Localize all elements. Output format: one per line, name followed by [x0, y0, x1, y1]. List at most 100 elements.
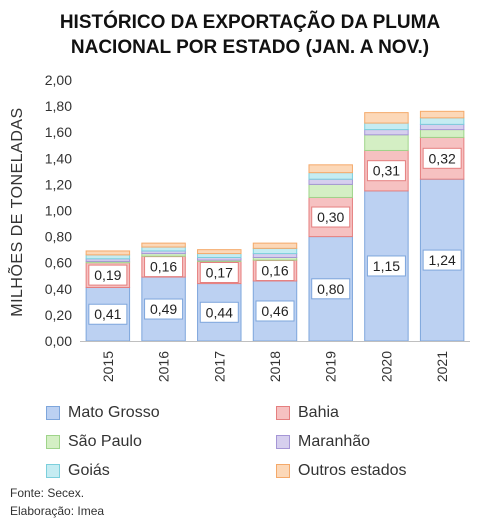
data-label-box [144, 298, 184, 320]
bar-segment [419, 117, 465, 125]
legend-label: Maranhão [298, 432, 371, 450]
bar-segment [308, 164, 353, 174]
bar-stack-2020: 1,15 0,31 [364, 112, 409, 342]
legend-item: São Paulo [46, 429, 276, 454]
data-label-box [88, 264, 128, 286]
legend-item: Goiás [46, 458, 276, 483]
bars: 0,41 0,19 0,49 0,16 0,44 0,17 0,46 0,16 0,80 0,30… [85, 110, 465, 342]
legend-swatch [46, 463, 60, 478]
legend-swatch [46, 434, 60, 449]
legend-item: Bahia [276, 400, 476, 425]
legend-swatch [276, 434, 290, 449]
bar-segment [364, 122, 409, 131]
author-note: Elaboração: Imea [10, 504, 105, 518]
bar-segment [308, 178, 353, 185]
data-label-box [366, 160, 406, 182]
bar-segment [252, 253, 298, 258]
x-tick-label: 2020 [378, 351, 394, 382]
data-label: 0,31 [373, 163, 400, 179]
data-label: 0,19 [94, 267, 121, 283]
bar-segment [308, 172, 353, 180]
data-label: 1,15 [373, 258, 400, 274]
y-axis: 0,00 0,20 0,40 0,60 0,80 1,00 1,20 1,40 1,60 1,80… [45, 72, 72, 349]
y-tick-label: 0,40 [45, 281, 72, 297]
legend-item: Outros estados [276, 458, 476, 483]
stacked-bar-chart: 0,00 0,20 0,40 0,60 0,80 1,00 1,20 1,40 1,60 1,80… [6, 72, 470, 382]
bar-segment [141, 242, 186, 248]
bar-segment [252, 247, 298, 255]
bar-stack-2016: 0,49 0,16 [141, 242, 186, 342]
bar-segment [252, 242, 298, 249]
y-tick-label: 1,20 [45, 176, 72, 192]
data-label-box [199, 301, 239, 323]
data-label: 0,46 [261, 303, 288, 319]
legend-label: Mato Grosso [68, 403, 160, 421]
data-label-box [311, 278, 351, 300]
y-tick-label: 2,00 [45, 72, 72, 88]
y-tick-label: 1,40 [45, 150, 72, 166]
legend-label: São Paulo [68, 432, 142, 450]
bar-segment [364, 134, 409, 151]
y-axis-label: MILHÕES DE TONELADAS [6, 107, 26, 316]
bar-stack-2015: 0,41 0,19 [85, 250, 131, 342]
data-label: 0,16 [261, 263, 288, 279]
data-label-box [422, 249, 462, 271]
chart-title-line-1: HISTÓRICO DA EXPORTAÇÃO DA PLUMA [59, 12, 441, 33]
legend-item: Mato Grosso [46, 400, 276, 425]
bar-segment [419, 129, 465, 138]
legend-item: Maranhão [276, 429, 476, 454]
bar-segment [85, 254, 131, 260]
data-label: 0,17 [206, 264, 233, 280]
y-tick-label: 0,00 [45, 333, 72, 349]
bar-segment [197, 249, 242, 255]
bar-segment [197, 253, 242, 258]
legend: Mato Grosso Bahia São Paulo Maranhão Goiás Ou… [46, 400, 486, 483]
bar-segment [364, 129, 409, 136]
bar-segment [141, 246, 186, 252]
legend-swatch [276, 405, 290, 420]
y-tick-label: 0,20 [45, 307, 72, 323]
y-tick-label: 1,80 [45, 98, 72, 114]
x-tick-label: 2021 [434, 351, 450, 382]
data-label: 0,49 [150, 301, 177, 317]
y-tick-label: 1,60 [45, 124, 72, 140]
bar-segment [308, 183, 353, 198]
data-label: 0,30 [317, 209, 344, 225]
chart-title-line-2: NACIONAL POR ESTADO (JAN. A NOV.) [70, 37, 430, 58]
legend-swatch [276, 463, 290, 478]
data-label: 0,32 [429, 150, 456, 166]
x-axis: 2015 2016 2017 2018 2019 2020 2021 [80, 341, 470, 382]
legend-label: Bahia [298, 403, 339, 421]
data-label-box [88, 303, 128, 325]
data-label: 0,16 [150, 259, 177, 275]
x-tick-label: 2019 [323, 351, 339, 382]
legend-label: Goiás [68, 461, 110, 479]
bar-stack-2019: 0,80 0,30 [308, 164, 353, 342]
x-tick-label: 2016 [156, 351, 172, 382]
data-label-box [422, 147, 462, 169]
data-label: 0,80 [317, 281, 344, 297]
legend-label: Outros estados [298, 461, 407, 479]
y-tick-label: 0,80 [45, 229, 72, 245]
x-tick-label: 2017 [211, 351, 227, 382]
data-label: 0,41 [94, 306, 121, 322]
y-tick-label: 0,60 [45, 255, 72, 271]
data-label: 0,44 [206, 304, 233, 320]
y-tick-label: 1,00 [45, 203, 72, 219]
data-label-box [311, 206, 351, 228]
source-note: Fonte: Secex. [10, 486, 85, 500]
notes: Fonte: Secex. Elaboração: Imea [10, 484, 104, 520]
bar-segment [364, 112, 409, 124]
x-tick-label: 2015 [100, 351, 116, 382]
data-label: 1,24 [429, 252, 456, 268]
bar-stack-2017: 0,44 0,17 [197, 249, 242, 342]
bar-stack-2021: 1,24 0,32 [419, 110, 465, 342]
bar-segment [419, 110, 465, 119]
legend-swatch [46, 405, 60, 420]
x-tick-label: 2018 [267, 351, 283, 382]
data-label-box [255, 300, 295, 322]
data-label-box [199, 261, 239, 283]
bar-stack-2018: 0,46 0,16 [252, 242, 298, 342]
bar-segment [419, 123, 465, 131]
chart-title: HISTÓRICO DA EXPORTAÇÃO DA PLUMA NACIONA… [0, 10, 500, 60]
